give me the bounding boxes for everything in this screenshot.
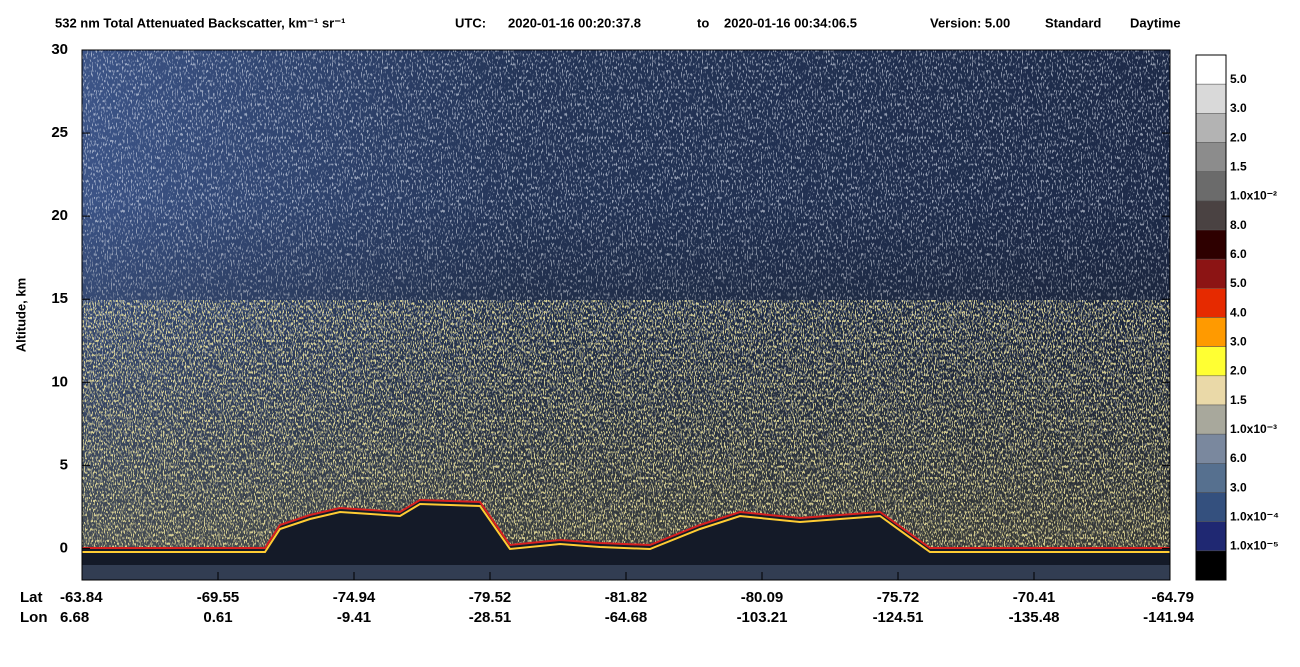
colorbar-swatch [1195,463,1227,493]
colorbar-label: 3.0 [1230,480,1247,494]
colorbar-swatch [1195,113,1227,143]
end-time: 2020-01-16 00:34:06.5 [724,15,857,30]
colorbar-swatch [1195,171,1227,202]
chart-title: 532 nm Total Attenuated Backscatter, km⁻… [55,15,345,30]
colorbar-label: 6.0 [1230,451,1247,465]
y-tick-label: 25 [51,124,68,141]
colorbar-swatch [1195,83,1227,114]
lat-tick-label: -79.52 [469,589,512,606]
colorbar-swatch [1195,433,1227,464]
y-tick-label: 30 [51,41,68,58]
colorbar-label: 2.0 [1230,364,1247,378]
lon-tick-label: 0.61 [203,609,232,626]
lon-tick-label: -103.21 [737,609,788,626]
colorbar-frame [1195,54,1227,581]
lat-tick-label: -69.55 [197,589,240,606]
y-tick-label: 15 [51,290,68,307]
lon-label: Lon [20,609,48,626]
colorbar-label: 6.0 [1230,247,1247,261]
colorbar-swatch [1195,404,1227,435]
y-tick-label: 0 [60,539,68,556]
colorbar-swatch [1195,258,1227,289]
colorbar-swatch [1195,375,1227,406]
y-tick-label: 20 [51,207,68,224]
mode: Daytime [1130,15,1181,30]
lat-tick-label: -80.09 [741,589,784,606]
to-word: to [697,15,709,30]
colorbar-label: 2.0 [1230,130,1247,144]
lon-tick-label: 6.68 [60,609,89,626]
lon-tick-label: -9.41 [337,609,371,626]
colorbar-swatch [1195,346,1227,377]
y-tick-label: 5 [60,456,68,473]
lat-label: Lat [20,589,43,606]
lat-tick-label: -81.82 [605,589,648,606]
lon-tick-label: -141.94 [1143,609,1195,626]
colorbar-swatch [1195,200,1227,231]
colorbar-label: 1.5 [1230,159,1247,173]
colorbar-label: 3.0 [1230,101,1247,115]
colorbar-swatch [1195,317,1227,347]
product: Standard [1045,15,1101,30]
colorbar-label: 1.0x10⁻⁴ [1230,509,1279,523]
colorbar-swatch [1195,550,1227,581]
colorbar-swatch [1195,288,1227,318]
colorbar-swatch [1195,521,1227,552]
colorbar-swatch [1195,54,1227,85]
version: Version: 5.00 [930,15,1010,30]
colorbar-label: 4.0 [1230,305,1247,319]
y-tick-label: 10 [51,373,68,390]
colorbar-label: 1.0x10⁻⁵ [1230,539,1279,553]
lat-tick-label: -75.72 [877,589,920,606]
lat-tick-label: -70.41 [1013,589,1056,606]
colorbar-swatch [1195,142,1227,172]
colorbar-label: 1.0x10⁻³ [1230,422,1277,436]
colorbar-label: 1.0x10⁻² [1230,189,1277,203]
colorbar-label: 3.0 [1230,334,1247,348]
lon-tick-label: -135.48 [1009,609,1060,626]
time-label: UTC: [455,15,486,30]
lat-tick-label: -64.79 [1151,589,1194,606]
colorbar-label: 8.0 [1230,218,1247,232]
colorbar-label: 5.0 [1230,276,1247,290]
lon-tick-label: -124.51 [873,609,924,626]
lat-tick-label: -74.94 [333,589,376,606]
curtain-image [82,50,1170,580]
colorbar-swatch [1195,492,1227,522]
lon-tick-label: -28.51 [469,609,512,626]
start-time: 2020-01-16 00:20:37.8 [508,15,641,30]
y-axis-label: Altitude, km [13,278,28,352]
colorbar-label: 5.0 [1230,72,1247,86]
colorbar-label: 1.5 [1230,393,1247,407]
colorbar-swatch [1195,229,1227,260]
lat-tick-label: -63.84 [60,589,103,606]
lon-tick-label: -64.68 [605,609,648,626]
title-row: 532 nm Total Attenuated Backscatter, km⁻… [55,15,1181,30]
